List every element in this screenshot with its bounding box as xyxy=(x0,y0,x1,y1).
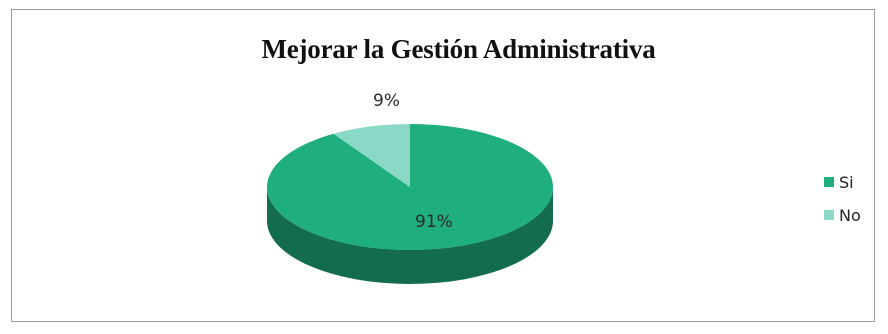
legend-swatch-no xyxy=(824,210,834,220)
chart-title: Mejorar la Gestión Administrativa xyxy=(261,34,656,64)
legend-label-si: Si xyxy=(839,172,854,192)
data-label-si: 91% xyxy=(415,212,453,232)
pie-slice-si xyxy=(266,124,553,251)
legend-swatch-si xyxy=(824,177,834,187)
data-label-no: 9% xyxy=(373,91,400,111)
legend-item-no: No xyxy=(824,205,861,225)
chart-legend: Si No xyxy=(824,172,861,238)
pie-side-si xyxy=(267,187,553,284)
pie-slice-no xyxy=(333,124,410,187)
legend-label-no: No xyxy=(839,205,861,225)
legend-item-si: Si xyxy=(824,172,861,192)
